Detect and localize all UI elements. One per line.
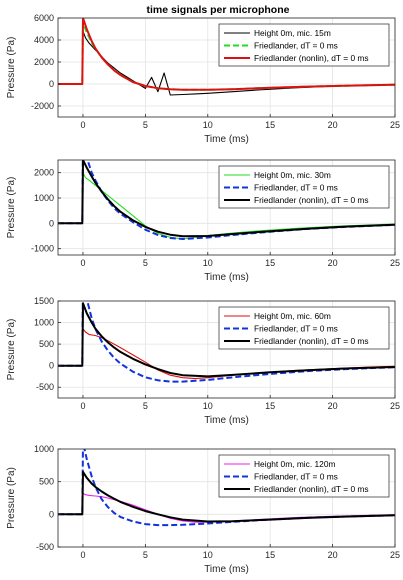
y-tick-label: 1000 (34, 318, 54, 328)
y-tick-label: 6000 (34, 13, 54, 23)
x-tick-label: 10 (203, 401, 213, 411)
y-tick-label: 1000 (34, 444, 54, 454)
legend-label: Height 0m, mic. 30m (254, 170, 331, 180)
x-tick-label: 15 (265, 120, 275, 130)
x-tick-label: 15 (265, 258, 275, 268)
legend-label: Friedlander (nonlin), dT = 0 ms (254, 53, 369, 63)
x-axis-label: Time (ms) (204, 134, 249, 145)
y-axis-label: Pressure (Pa) (6, 37, 17, 99)
x-tick-label: 0 (80, 120, 85, 130)
x-axis-label: Time (ms) (204, 272, 249, 283)
subplot-4: 0 5 10 15 20 25 -500 0 500 1000 Time (ms) Pressure … (6, 444, 400, 575)
x-tick-label: 5 (143, 550, 148, 560)
x-axis-label: Time (ms) (204, 564, 249, 575)
subplot-2: 0 5 10 15 20 25 -1000 0 1000 2000 Time (ms) Pressur… (6, 159, 400, 283)
x-tick-label: 20 (328, 258, 338, 268)
y-tick-label: 1500 (34, 296, 54, 306)
x-tick-label: 25 (390, 550, 400, 560)
y-tick-label: -1000 (31, 244, 54, 254)
subplot-3: 0 5 10 15 20 25 -500 0 500 1000 1500 Time (ms) Press… (6, 296, 400, 426)
y-axis-label: Pressure (Pa) (6, 177, 17, 239)
y-tick-label: 2000 (34, 57, 54, 67)
figure-title: time signals per microphone (147, 4, 290, 16)
legend-label: Height 0m, mic. 60m (254, 311, 331, 321)
legend: Height 0m, mic. 15m Friedlander, dT = 0 m… (218, 23, 390, 67)
x-tick-label: 25 (390, 120, 400, 130)
axes-box (57, 300, 396, 399)
x-tick-label: 20 (328, 120, 338, 130)
legend: Height 0m, mic. 60m Friedlander, dT = 0 m… (218, 306, 390, 350)
legend-label: Height 0m, mic. 120m (254, 459, 335, 469)
x-tick-label: 5 (143, 120, 148, 130)
series-line (58, 30, 395, 96)
series-group (58, 160, 395, 240)
x-tick-label: 25 (390, 258, 400, 268)
y-tick-label: -500 (36, 542, 54, 552)
y-axis-label: Pressure (Pa) (6, 319, 17, 381)
x-tick-label: 0 (80, 258, 85, 268)
y-tick-label: 500 (39, 339, 54, 349)
x-tick-label: 0 (80, 550, 85, 560)
x-tick-label: 15 (265, 550, 275, 560)
series-line (58, 160, 395, 240)
subplot-1: 0 5 10 15 20 25 -2000 0 2000 4000 6000 Time (ms) Pre… (6, 13, 400, 145)
x-axis-label: Time (ms) (204, 415, 249, 426)
series-line (58, 302, 395, 378)
legend-label: Friedlander, dT = 0 ms (254, 324, 338, 334)
y-tick-label: 0 (49, 79, 54, 89)
x-tick-label: 5 (143, 258, 148, 268)
legend-label: Height 0m, mic. 15m (254, 28, 331, 38)
y-tick-label: 2000 (34, 168, 54, 178)
x-tick-label: 20 (328, 550, 338, 560)
y-tick-label: 4000 (34, 35, 54, 45)
legend-label: Friedlander (nonlin), dT = 0 ms (254, 195, 369, 205)
x-tick-label: 10 (203, 120, 213, 130)
x-tick-label: 15 (265, 401, 275, 411)
legend-label: Friedlander (nonlin), dT = 0 ms (254, 336, 369, 346)
x-tick-label: 20 (328, 401, 338, 411)
legend-label: Friedlander, dT = 0 ms (254, 41, 338, 51)
series-line (58, 301, 395, 383)
y-tick-label: 0 (49, 361, 54, 371)
x-tick-label: 25 (390, 401, 400, 411)
legend-label: Friedlander, dT = 0 ms (254, 183, 338, 193)
axes-box (57, 159, 396, 256)
legend: Height 0m, mic. 120m Friedlander, dT = 0 … (218, 454, 390, 498)
y-tick-label: 0 (49, 509, 54, 519)
series-line (58, 470, 395, 523)
legend-label: Friedlander (nonlin), dT = 0 ms (254, 484, 369, 494)
y-tick-label: 500 (39, 477, 54, 487)
legend: Height 0m, mic. 30m Friedlander, dT = 0 m… (218, 165, 390, 209)
y-tick-label: 1000 (34, 193, 54, 203)
series-line (58, 18, 395, 91)
y-tick-label: 0 (49, 218, 54, 228)
series-line (58, 160, 395, 238)
y-tick-label: -2000 (31, 101, 54, 111)
series-group (58, 18, 395, 96)
legend-label: Friedlander, dT = 0 ms (254, 472, 338, 482)
series-group (58, 301, 395, 383)
x-tick-label: 0 (80, 401, 85, 411)
axes-box (57, 448, 396, 548)
x-tick-label: 5 (143, 401, 148, 411)
y-axis-label: Pressure (Pa) (6, 467, 17, 529)
x-tick-label: 10 (203, 550, 213, 560)
x-tick-label: 10 (203, 258, 213, 268)
series-group (58, 449, 395, 527)
y-tick-label: -500 (36, 382, 54, 392)
axes-box (57, 17, 396, 118)
